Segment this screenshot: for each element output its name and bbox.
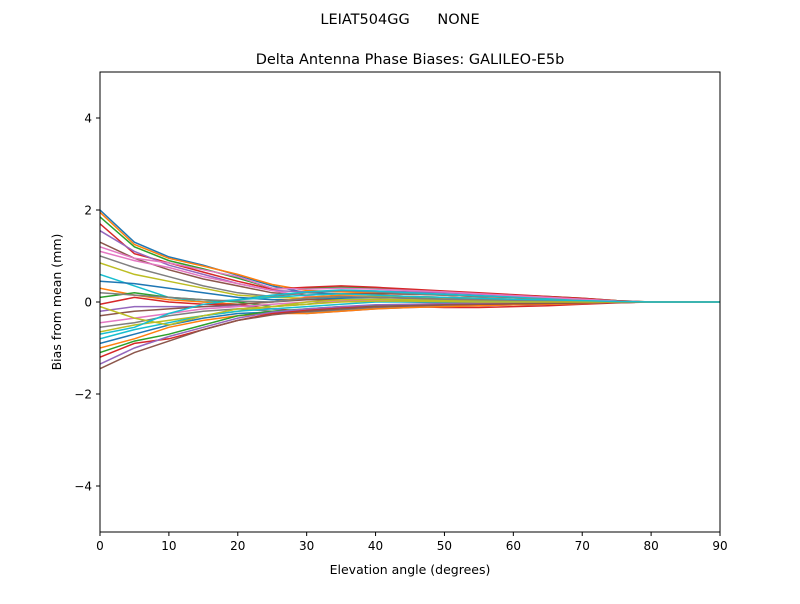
x-axis: 0 10 20 30 40 50 60 70 80 90 — [96, 532, 728, 553]
x-tick-label: 60 — [506, 539, 521, 553]
figure-suptitle: LEIAT504GG NONE — [320, 12, 479, 28]
x-tick-label: 30 — [299, 539, 314, 553]
y-tick-label: 4 — [84, 112, 92, 126]
series-line-22 — [100, 301, 720, 349]
x-tick-label: 50 — [437, 539, 452, 553]
y-tick-label: −2 — [74, 388, 92, 402]
y-axis-label: Bias from mean (mm) — [49, 234, 64, 371]
y-tick-label: 0 — [84, 296, 92, 310]
y-axis: −4 −2 0 2 4 — [74, 112, 100, 494]
y-tick-label: 2 — [84, 204, 92, 218]
y-tick-label: −4 — [74, 480, 92, 494]
x-axis-label: Elevation angle (degrees) — [330, 562, 491, 577]
series-line-1 — [100, 209, 720, 303]
series-lines — [100, 209, 720, 370]
chart-title: Delta Antenna Phase Biases: GALILEO-E5b — [256, 52, 565, 68]
x-tick-label: 20 — [230, 539, 245, 553]
series-line-30 — [100, 292, 720, 335]
x-tick-label: 70 — [575, 539, 590, 553]
x-tick-label: 80 — [643, 539, 658, 553]
x-tick-label: 40 — [368, 539, 383, 553]
x-tick-label: 90 — [712, 539, 727, 553]
x-tick-label: 10 — [161, 539, 176, 553]
x-tick-label: 0 — [96, 539, 104, 553]
